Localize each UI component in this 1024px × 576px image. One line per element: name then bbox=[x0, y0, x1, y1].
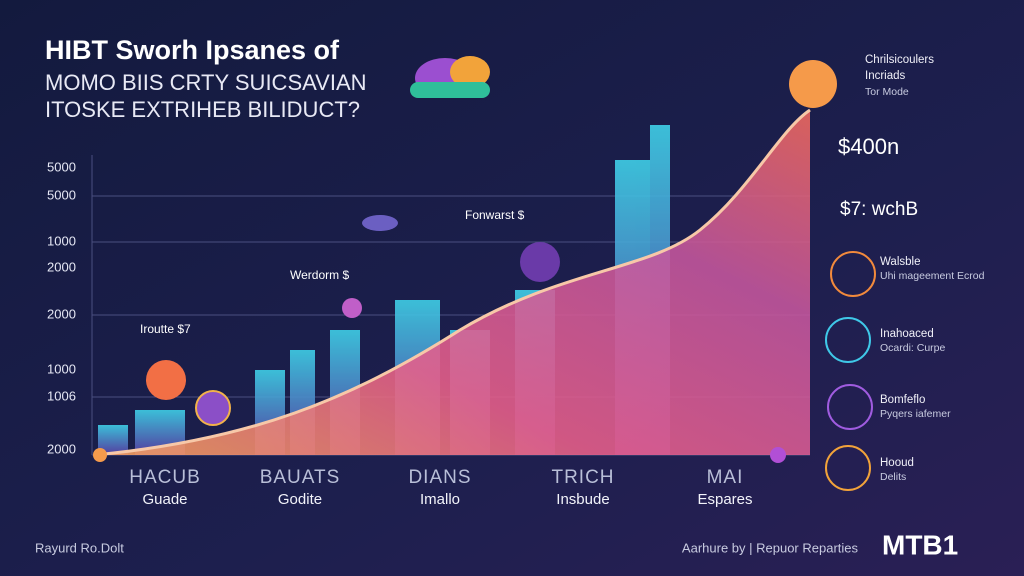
item-title: Inahoaced bbox=[880, 328, 934, 340]
coin-icon bbox=[195, 390, 231, 426]
item-desc: Delits bbox=[880, 471, 906, 483]
category-bottom: Espares bbox=[697, 491, 752, 508]
growth-area bbox=[95, 110, 810, 455]
growth-line bbox=[94, 108, 811, 457]
item-icon bbox=[825, 317, 871, 363]
category-top: TRICH bbox=[551, 467, 614, 488]
item-title: Walsble bbox=[880, 256, 920, 268]
axis-label: 5000 bbox=[47, 159, 76, 174]
category-bottom: Imallo bbox=[420, 491, 460, 508]
coin-icon bbox=[146, 360, 186, 400]
axis-label: 5000 bbox=[47, 187, 76, 202]
axis-label: 2000 bbox=[47, 441, 76, 456]
category-top: HACUB bbox=[129, 467, 201, 488]
axis-label: 2000 bbox=[47, 259, 76, 274]
axis-label: 1000 bbox=[47, 233, 76, 248]
item-icon bbox=[825, 445, 871, 491]
item-desc: Ocardi: Curpe bbox=[880, 342, 946, 354]
category-top: BAUATS bbox=[260, 467, 341, 488]
top-icon bbox=[789, 60, 837, 108]
item-title: Hooud bbox=[880, 457, 914, 469]
item-desc: Pyqers iafemer bbox=[880, 408, 951, 420]
side-line: Tor Mode bbox=[865, 86, 909, 98]
subtitle: ITOSKE EXTRIHEB BILIDUCT? bbox=[45, 97, 360, 122]
logo: MTB1 bbox=[882, 529, 958, 560]
axis-label: 1000 bbox=[47, 361, 76, 376]
end-dot bbox=[770, 447, 786, 463]
annotation: Iroutte $7 bbox=[140, 322, 191, 336]
axis-label: 1006 bbox=[47, 388, 76, 403]
coin-icon bbox=[520, 242, 560, 282]
coin-icon bbox=[342, 298, 362, 318]
footer-left: Rayurd Ro.Dolt bbox=[35, 540, 124, 555]
item-title: Bomfeflo bbox=[880, 394, 925, 406]
amount: $400n bbox=[838, 134, 899, 159]
axis-label: 2000 bbox=[47, 306, 76, 321]
annotation: Fonwarst $ bbox=[465, 208, 525, 222]
item-icon bbox=[830, 251, 876, 297]
title: HIBT Sworh Ipsanes of bbox=[45, 35, 340, 65]
amount: $7: wchB bbox=[840, 199, 918, 220]
item-icon bbox=[827, 384, 873, 430]
start-dot bbox=[93, 448, 107, 462]
decor-cloud bbox=[410, 56, 490, 98]
side-title: Chrilsicoulers bbox=[865, 54, 934, 66]
side-line: Incriads bbox=[865, 70, 906, 82]
item-desc: Uhi mageement Ecrod bbox=[880, 270, 985, 282]
category-bottom: Insbude bbox=[556, 491, 609, 508]
cloud bbox=[362, 215, 398, 231]
category-top: DIANS bbox=[408, 467, 471, 488]
footer-right: Aarhure by | Repuor Reparties bbox=[682, 540, 859, 555]
annotation: Werdorm $ bbox=[290, 268, 349, 282]
category-top: MAI bbox=[707, 467, 744, 488]
subtitle: MOMO BIIS CRTY SUICSAVIAN bbox=[45, 70, 367, 95]
category-bottom: Guade bbox=[142, 491, 187, 508]
category-bottom: Godite bbox=[278, 491, 322, 508]
